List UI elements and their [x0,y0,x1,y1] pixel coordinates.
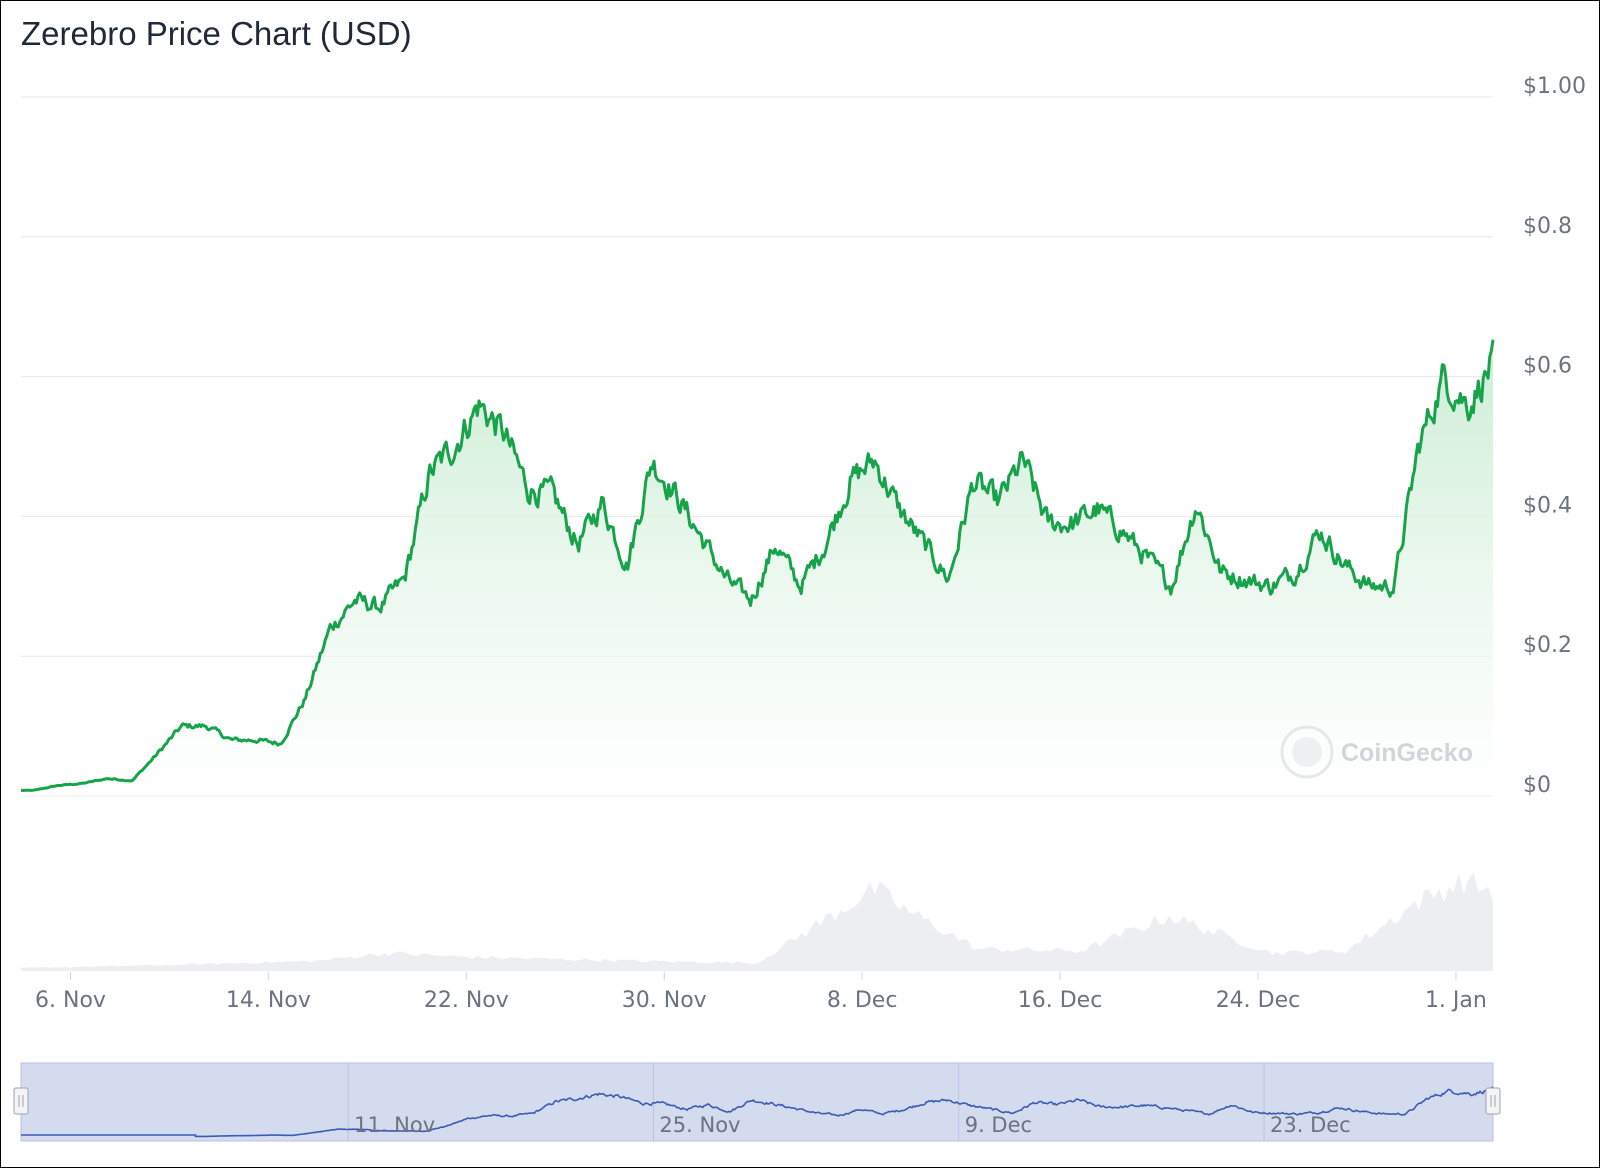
x-tick-label: 8. Dec [827,988,898,1013]
y-tick-label: $0.2 [1523,633,1572,658]
x-tick-label: 14. Nov [226,988,311,1013]
watermark-text: CoinGecko [1341,739,1473,767]
gecko-logo-icon [1280,725,1334,779]
x-tick-label: 16. Dec [1018,988,1103,1013]
x-tick-label: 22. Nov [424,988,509,1013]
gecko-logo-fill-icon [1292,737,1322,767]
x-tick-label: 30. Nov [622,988,707,1013]
x-tick-label: 6. Nov [35,988,106,1013]
navigator-tick-label: 9. Dec [965,1113,1032,1137]
y-tick-label: $0.4 [1523,493,1572,518]
x-axis: 6. Nov 14. Nov 22. Nov 30. Nov 8. Dec 16. Dec… [35,972,1487,1013]
navigator-tick-label: 25. Nov [659,1113,740,1137]
price-area [21,339,1493,796]
volume-area [21,872,1493,971]
navigator-ticks: 11. Nov 25. Nov 9. Dec 23. Dec [354,1113,1351,1137]
coingecko-watermark: CoinGecko [1280,725,1473,779]
navigator-tick-label: 23. Dec [1270,1113,1351,1137]
price-area-fill [21,339,1493,796]
y-tick-label: $1.00 [1523,74,1586,99]
chart-title: Zerebro Price Chart (USD) [21,15,412,52]
y-tick-label: $0.6 [1523,354,1572,379]
navigator-gridlines [347,1063,1265,1141]
navigator[interactable]: 11. Nov 25. Nov 9. Dec 23. Dec [13,1062,1501,1142]
price-line [20,339,1495,792]
navigator-right-handle[interactable] [1485,1087,1501,1115]
navigator-line [21,1086,1494,1138]
volume-fill [21,872,1493,971]
x-tick-label: 1. Jan [1425,988,1487,1013]
navigator-tick-label: 11. Nov [354,1113,435,1137]
navigator-left-handle[interactable] [13,1087,29,1115]
x-tick-label: 24. Dec [1216,988,1301,1013]
navigator-series-line [21,1086,1494,1138]
y-tick-label: $0.8 [1523,214,1572,239]
y-axis: $1.00 $0.8 $0.6 $0.4 $0.2 $0 [1523,74,1586,798]
price-series-line [20,339,1495,792]
y-tick-label: $0 [1523,773,1551,798]
